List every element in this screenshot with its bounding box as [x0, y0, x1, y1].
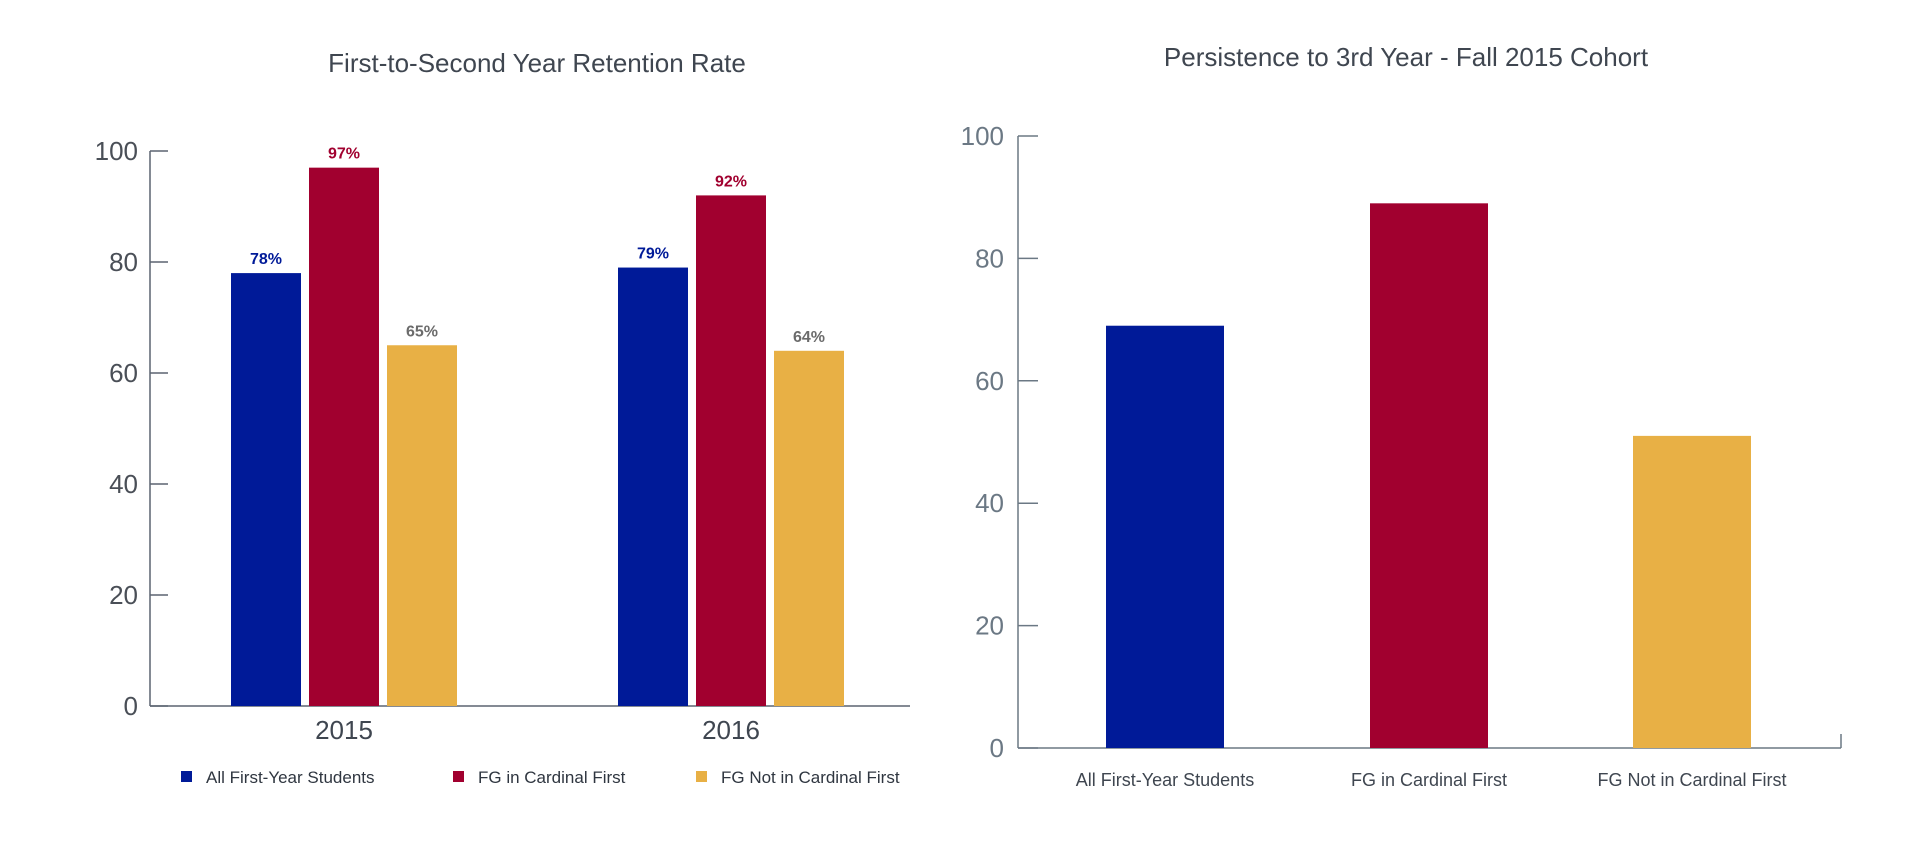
chart2-tick-label-100: 100	[961, 121, 1004, 151]
chart2-category-label-all-first-year-students: All First-Year Students	[1076, 770, 1254, 790]
chart2-tick-label-80: 80	[975, 243, 1004, 273]
chart1-data-label-2015-fg-not-in-cardinal-first: 65%	[406, 323, 438, 340]
chart2-title: Persistence to 3rd Year - Fall 2015 Coho…	[1164, 42, 1649, 72]
retention-rate-chart: First-to-Second Year Retention Rate 0 20 4…	[95, 48, 910, 787]
chart1-legend-swatch-all-first-year-students	[181, 771, 192, 782]
chart1-category-labels: 2015 2016	[315, 715, 760, 745]
chart2-bar-fg-in-cardinal-first	[1370, 203, 1488, 748]
chart2-bar-fg-not-in-cardinal-first	[1633, 435, 1751, 748]
chart1-data-label-2016-fg-in-cardinal-first: 92%	[715, 173, 747, 190]
chart1-legend-label-fg-not-in-cardinal-first: FG Not in Cardinal First	[721, 768, 900, 787]
chart1-data-label-2016-all-first-year-students: 79%	[637, 246, 669, 263]
chart2-tick-label-40: 40	[975, 488, 1004, 518]
chart1-category-label-2016: 2016	[702, 715, 760, 745]
chart1-tick-label-0: 0	[124, 691, 138, 721]
chart1-bar-2016-fg-in-cardinal-first	[696, 195, 766, 706]
chart1-legend-swatch-fg-in-cardinal-first	[453, 771, 464, 782]
chart2-category-label-fg-in-cardinal-first: FG in Cardinal First	[1351, 770, 1507, 790]
chart2-tick-label-60: 60	[975, 366, 1004, 396]
chart2-bar-all-first-year-students	[1106, 325, 1224, 748]
chart2-tick-label-0: 0	[990, 733, 1004, 763]
chart1-data-labels: 78% 97% 65% 79% 92% 64%	[250, 146, 825, 346]
chart1-data-label-2016-fg-not-in-cardinal-first: 64%	[793, 329, 825, 346]
chart2-category-labels: All First-Year Students FG in Cardinal Fi…	[1076, 770, 1787, 790]
chart1-title: First-to-Second Year Retention Rate	[328, 48, 746, 78]
chart1-tick-label-20: 20	[109, 580, 138, 610]
chart2-category-label-fg-not-in-cardinal-first: FG Not in Cardinal First	[1597, 770, 1786, 790]
chart1-legend-label-all-first-year-students: All First-Year Students	[206, 768, 375, 787]
chart2-bars	[1106, 203, 1751, 748]
chart1-tick-label-40: 40	[109, 469, 138, 499]
chart1-bar-2015-fg-not-in-cardinal-first	[387, 345, 457, 706]
chart1-bar-2015-all-first-year-students	[231, 273, 301, 706]
chart2-tick-label-20: 20	[975, 611, 1004, 641]
chart1-bars	[231, 167, 844, 706]
chart1-tick-label-80: 80	[109, 247, 138, 277]
chart1-legend-swatch-fg-not-in-cardinal-first	[696, 771, 707, 782]
chart2-y-ticks: 0 20 40 60 80 100	[961, 121, 1038, 763]
chart1-data-label-2015-all-first-year-students: 78%	[250, 251, 282, 268]
chart1-data-label-2015-fg-in-cardinal-first: 97%	[328, 146, 360, 163]
chart1-tick-label-60: 60	[109, 358, 138, 388]
chart1-bar-2016-all-first-year-students	[618, 267, 688, 706]
chart1-category-label-2015: 2015	[315, 715, 373, 745]
persistence-chart: Persistence to 3rd Year - Fall 2015 Coho…	[961, 42, 1842, 790]
chart1-tick-label-100: 100	[95, 136, 138, 166]
chart1-bar-2016-fg-not-in-cardinal-first	[774, 350, 844, 706]
chart1-legend-label-fg-in-cardinal-first: FG in Cardinal First	[478, 768, 626, 787]
chart1-legend: All First-Year Students FG in Cardinal Fi…	[181, 768, 900, 787]
chart1-bar-2015-fg-in-cardinal-first	[309, 167, 379, 706]
chart1-y-ticks: 0 20 40 60 80 100	[95, 136, 168, 721]
